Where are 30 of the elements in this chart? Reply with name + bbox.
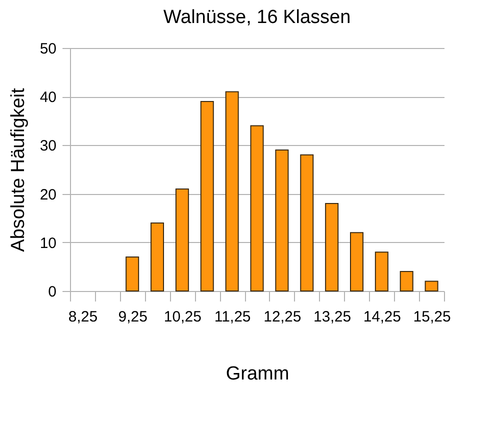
y-tick-label: 10 (40, 234, 56, 252)
bar (250, 125, 264, 292)
bar (200, 100, 214, 292)
x-tick-label: 15,25 (413, 308, 451, 326)
x-tick-label: 12,25 (264, 308, 302, 326)
bar (400, 271, 414, 292)
x-axis-title: Gramm (226, 364, 290, 384)
x-tick-label: 11,25 (214, 308, 251, 326)
y-tick-label: 0 (48, 284, 56, 300)
bar (175, 188, 189, 292)
bar (325, 203, 339, 292)
y-tick-label: 20 (40, 186, 56, 204)
chart-title: Walnüsse, 16 Klassen (163, 7, 351, 28)
x-tick-label: 13,25 (314, 308, 352, 326)
bar (126, 256, 140, 292)
y-axis-title: Absolute Häufigkeit (8, 87, 29, 252)
bar (374, 252, 388, 292)
bar (350, 232, 364, 292)
y-tick-label: 30 (40, 138, 56, 155)
bar (225, 91, 239, 292)
x-tick-label: 8,25 (68, 308, 98, 326)
bar (300, 154, 314, 292)
x-tick-label: 14,25 (363, 308, 401, 326)
x-tick-label: 10,25 (164, 308, 202, 326)
y-tick-label: 40 (40, 89, 56, 106)
bar (424, 280, 438, 292)
y-tick-label: 50 (40, 40, 56, 58)
bar (150, 222, 164, 292)
bar (275, 150, 289, 292)
x-tick-label: 9,25 (118, 308, 148, 326)
